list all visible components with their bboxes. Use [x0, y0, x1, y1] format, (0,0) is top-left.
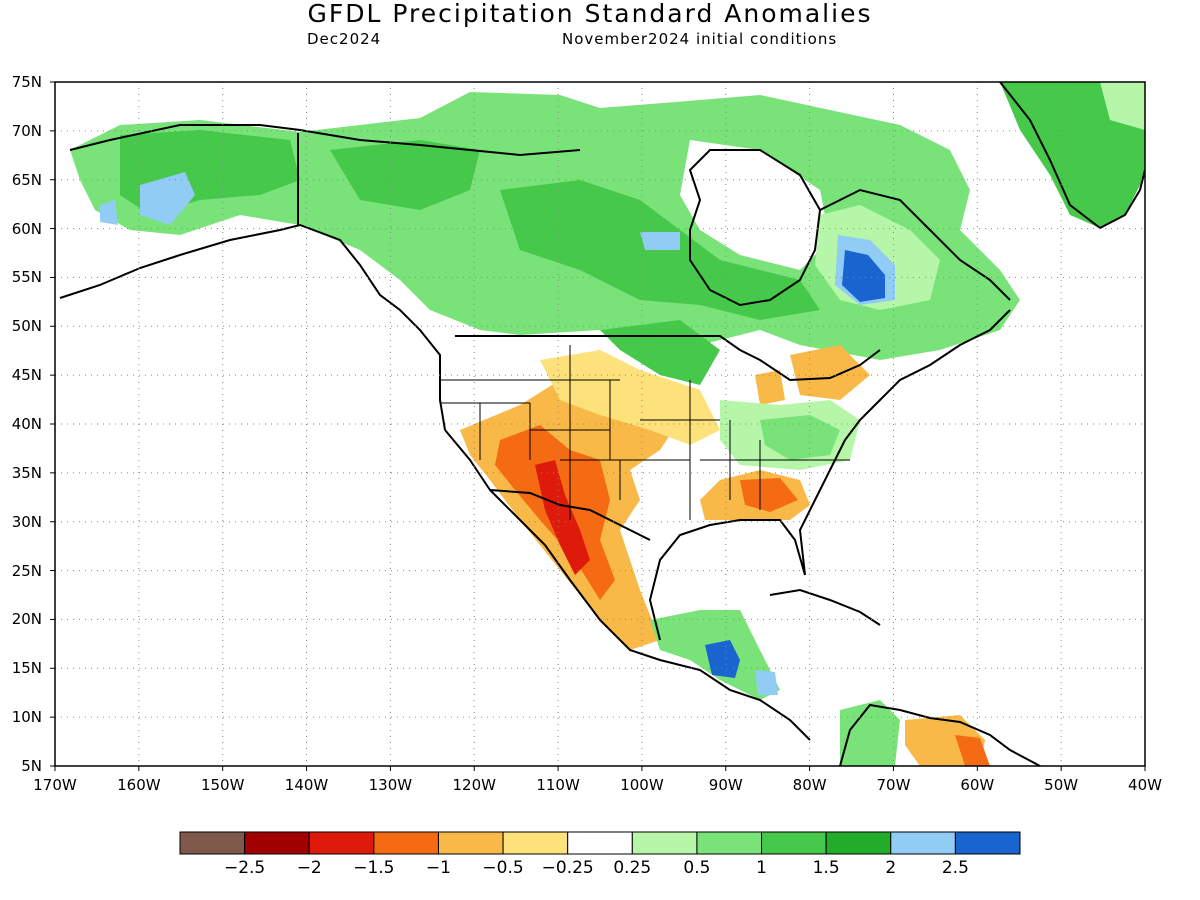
coastline-north — [69, 124, 581, 157]
colorbar-swatch — [179, 831, 246, 855]
colorbar-swatch — [890, 831, 956, 855]
colorbar-swatch — [631, 831, 698, 855]
colorbar-label: −2.5 — [223, 858, 266, 878]
lat-label: 20N — [11, 610, 42, 629]
lat-label: 15N — [11, 659, 42, 678]
lat-label: 50N — [11, 317, 42, 336]
coastlines — [59, 82, 1145, 766]
colorbar-label: −0.5 — [482, 858, 524, 878]
colorbar-label: −1.5 — [353, 858, 395, 878]
lat-label: 55N — [11, 268, 42, 287]
gridlines — [55, 82, 1145, 766]
axis-ticks — [50, 81, 1146, 771]
coastline-cuba — [769, 588, 881, 626]
coastline-alaska — [59, 223, 446, 431]
colorbar-label: 2.5 — [941, 858, 969, 878]
wet-anomaly-east-us-strong — [760, 415, 840, 460]
lon-label: 150W — [200, 776, 245, 794]
colorbar-swatch — [373, 831, 439, 855]
colorbar-swatch — [825, 831, 892, 855]
lat-label: 45N — [11, 366, 42, 385]
lon-label: 100W — [620, 776, 664, 794]
lon-label: 170W — [33, 776, 77, 794]
dry-anomaly-plains — [540, 350, 720, 445]
map-title: GFDL Precipitation Standard Anomalies — [307, 0, 873, 28]
lat-label: 40N — [11, 415, 42, 433]
colorbar-label: −2 — [296, 858, 322, 878]
lat-label: 65N — [11, 170, 42, 189]
lat-label: 10N — [11, 708, 42, 727]
wet-anomaly-colombia — [840, 700, 900, 766]
dry-anomaly-southeast-strong — [740, 478, 798, 512]
lon-label: 60W — [960, 776, 995, 794]
dry-anomaly-mexico-core — [535, 460, 590, 575]
colorbar-label: 0.5 — [683, 858, 711, 878]
us-canada-border — [455, 335, 881, 382]
lat-label: 70N — [11, 121, 42, 140]
lon-label: 80W — [792, 776, 827, 794]
colorbar-label: −0.25 — [541, 858, 594, 878]
colorbar-label: 0.25 — [613, 858, 652, 878]
wet-anomaly-greenland — [1000, 82, 1145, 228]
colorbar-swatch — [761, 831, 827, 855]
dry-anomaly-venezuela-strong — [955, 735, 990, 766]
colorbar-swatch — [567, 831, 633, 855]
coastline-gulf — [648, 309, 1011, 641]
initial-conditions: November2024 initial conditions — [562, 30, 838, 48]
state-lines — [440, 345, 850, 520]
lat-label: 60N — [11, 219, 42, 238]
wet-anomaly-central-america-lightblue — [755, 670, 778, 695]
dry-anomaly-greatlakes — [755, 345, 870, 405]
greenland-light — [1100, 82, 1145, 130]
lon-label: 50W — [1044, 776, 1079, 794]
lon-label: 140W — [284, 776, 329, 794]
colorbar-swatch — [696, 831, 763, 855]
lon-label: 120W — [452, 776, 496, 794]
coastline-greenland — [999, 82, 1145, 230]
colorbar-label: 1 — [756, 858, 767, 878]
wet-anomaly-canada-strong — [120, 130, 820, 385]
coastline-labrador — [819, 188, 1011, 301]
coastline-south-america — [839, 703, 1041, 766]
colorbar-swatch — [502, 831, 569, 855]
lon-label: 160W — [117, 776, 161, 794]
colorbar-swatch — [308, 831, 375, 855]
lat-label: 35N — [11, 463, 42, 482]
state-borders — [440, 345, 850, 520]
lat-label: 30N — [11, 512, 42, 531]
colorbar — [179, 831, 1021, 855]
colorbar-swatch — [954, 831, 1021, 855]
colorbar-swatch — [437, 831, 504, 855]
colorbar-swatch — [244, 831, 310, 855]
colorbar-label: −1 — [425, 858, 451, 878]
coastline-west-us-mexico — [444, 429, 811, 741]
lat-label: 5N — [21, 757, 42, 775]
white-gap-hudson — [680, 140, 830, 270]
anomaly-fields — [70, 82, 1145, 766]
wet-quebec-blue — [842, 250, 885, 302]
colorbar-label: 2 — [885, 858, 897, 878]
us-mexico-border — [489, 489, 651, 541]
valid-month: Dec2024 — [307, 30, 382, 48]
lat-label: 75N — [11, 73, 42, 91]
lat-label: 25N — [11, 561, 42, 580]
colorbar-label: 1.5 — [812, 858, 840, 878]
wet-anomaly-central-america-blue — [705, 640, 740, 678]
lon-label: 130W — [368, 776, 413, 794]
lon-label: 70W — [876, 776, 911, 794]
lon-label: 40W — [1128, 776, 1162, 794]
lon-label: 90W — [708, 776, 743, 794]
coastline-hudson-bay — [688, 149, 822, 307]
lon-label: 110W — [536, 776, 580, 794]
